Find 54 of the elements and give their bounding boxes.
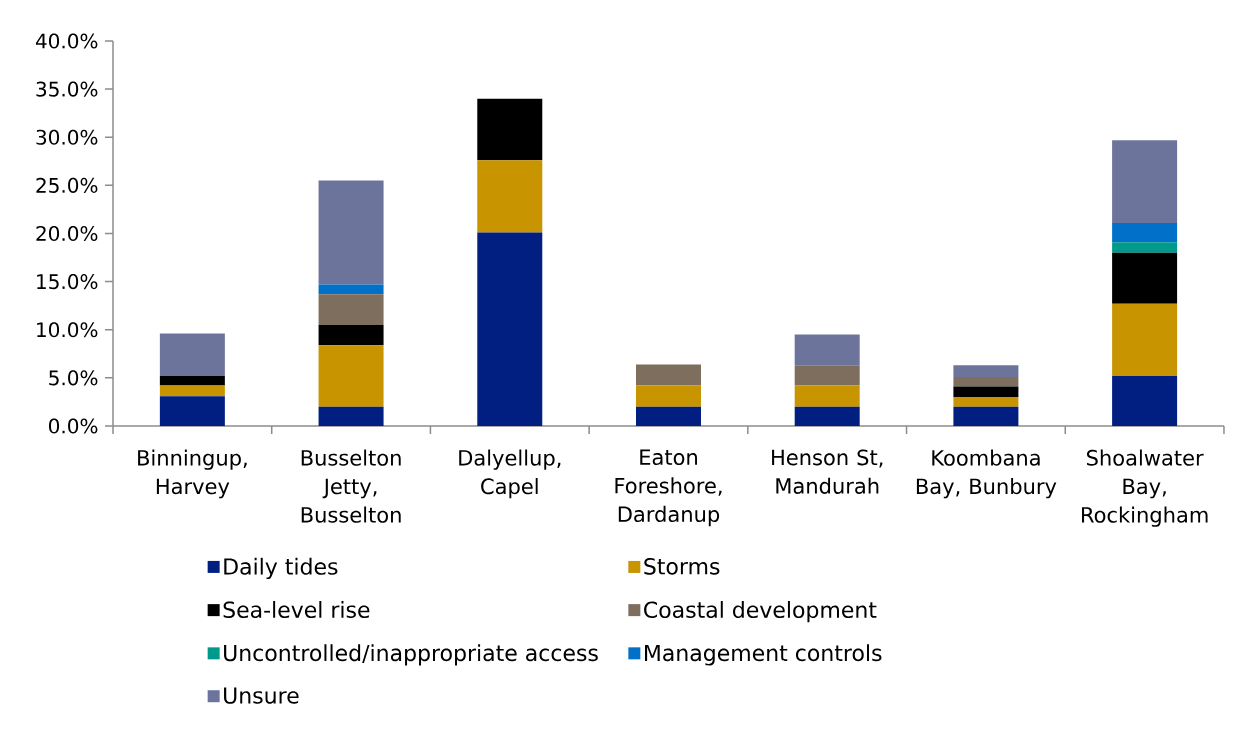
bar <box>318 324 384 346</box>
legend-label: Management controls <box>645 644 882 666</box>
legend-label: Unsure <box>224 687 299 704</box>
x-tick-label: Koombana Bay, Bunbury <box>916 449 1057 499</box>
bar <box>635 364 701 386</box>
bar <box>477 160 543 233</box>
bar <box>794 365 860 386</box>
x-tick-label: Henson St, Mandurah <box>772 449 883 494</box>
y-tick-label: 30.0% <box>36 129 98 145</box>
bar <box>159 333 225 376</box>
bar <box>794 334 860 366</box>
y-tick-label: 35.0% <box>36 81 98 97</box>
x-tick-label: Busselton Jetty, Busselton <box>301 449 401 523</box>
y-tick-label: 5.0% <box>49 370 98 386</box>
bar <box>318 294 384 325</box>
y-tick-label: 15.0% <box>37 274 98 290</box>
bar <box>635 406 701 426</box>
bar <box>1112 303 1178 376</box>
legend-label: Sea-level rise <box>223 601 370 619</box>
bar <box>159 385 225 397</box>
bar <box>953 406 1019 426</box>
bar <box>953 397 1019 407</box>
legend-label: Daily tides <box>224 557 338 580</box>
x-tick-label: Shoalwater Bay, Rockingham <box>1082 449 1208 527</box>
legend-label: Storms <box>644 558 720 575</box>
bar <box>1112 252 1178 304</box>
bar <box>794 406 860 426</box>
legend-label: Uncontrolled/inappropriate access <box>224 644 598 666</box>
x-tick-label: Dalyellup, Capel <box>459 449 561 499</box>
bar <box>1112 140 1178 223</box>
bar <box>953 386 1019 398</box>
bar <box>477 98 543 161</box>
bar <box>635 385 701 407</box>
y-tick-label: 0.0% <box>48 418 98 434</box>
bar <box>953 365 1019 377</box>
bar <box>159 375 225 386</box>
bar <box>1112 222 1178 243</box>
legend-label: Coastal development <box>644 601 877 623</box>
y-tick-label: 40.0% <box>35 33 98 49</box>
bar <box>794 385 860 407</box>
y-tick-label: 20.0% <box>36 225 98 242</box>
y-tick-label: 10.0% <box>37 322 98 338</box>
y-tick-label: 25.0% <box>36 177 98 193</box>
bar <box>318 406 384 426</box>
bar <box>318 180 384 285</box>
bar <box>477 232 543 426</box>
x-tick-label: Binningup, Harvey <box>138 449 247 499</box>
bar <box>1112 375 1178 426</box>
bar <box>318 345 384 407</box>
bar <box>318 284 384 295</box>
bar <box>1112 242 1178 253</box>
x-tick-label: Eaton Foreshore, Dardanup <box>615 449 722 527</box>
bar <box>953 376 1019 387</box>
bar <box>159 396 225 426</box>
